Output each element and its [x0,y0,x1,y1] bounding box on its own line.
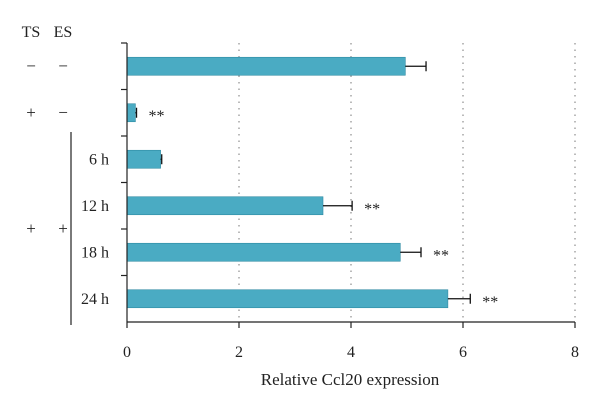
time-label: 24 h [81,291,109,308]
significance-label: ** [364,201,380,218]
row-header-es: ES [54,24,73,41]
row-headers: TS ES [22,24,73,41]
x-tick-label: 4 [347,344,355,361]
time-label: 12 h [81,198,109,215]
bar [126,103,136,123]
bar [126,149,161,169]
x-tick-label: 6 [459,344,467,361]
x-axis-label: Relative Ccl20 expression [261,370,440,389]
grid-lines [238,43,576,322]
category-labels: − − + − 6 h 12 h 18 h 24 h + + [26,56,109,325]
axes [121,42,576,328]
time-label: 6 h [89,151,109,168]
error-bars [135,61,471,304]
row-header-ts: TS [22,24,41,41]
time-label: 18 h [81,244,109,261]
x-tick-label: 8 [571,344,579,361]
bar [126,289,449,309]
x-tick-label: 0 [123,344,131,361]
bars [126,56,449,309]
bar [126,56,406,76]
x-tick-labels: 0 2 4 6 8 [123,344,579,361]
bar [126,242,401,262]
es-label: − [58,103,68,122]
es-label: − [58,56,68,75]
significance-label: ** [149,108,165,125]
significance-label: ** [433,247,449,264]
significance-label: ** [482,294,498,311]
group-ts-label: + [26,219,36,238]
ts-label: − [26,56,36,75]
significance-labels: ** ** ** ** [149,108,499,311]
group-es-label: + [58,219,68,238]
x-tick-label: 2 [235,344,243,361]
bar [126,196,324,216]
ts-label: + [26,103,36,122]
